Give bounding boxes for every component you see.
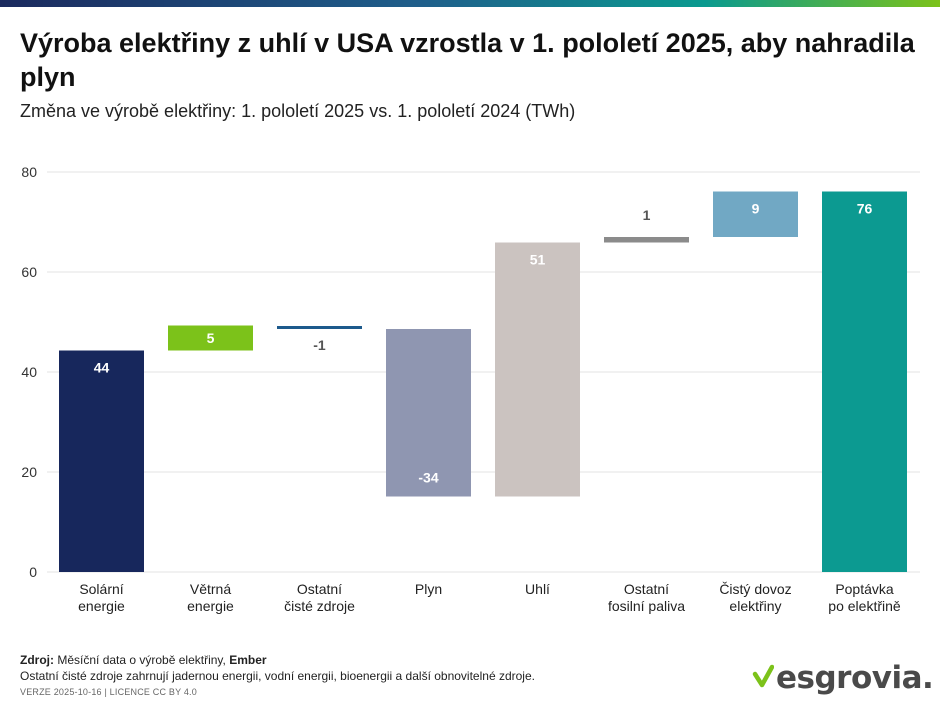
x-category-label: Uhlí: [525, 581, 550, 597]
x-category-label: energie: [78, 598, 125, 614]
data-label: 51: [530, 252, 546, 268]
x-category-label: Poptávka: [835, 581, 894, 597]
y-tick-label: 20: [21, 464, 37, 480]
version-license: VERZE 2025-10-16 | LICENCE CC BY 4.0: [20, 687, 197, 697]
source-org: Ember: [229, 653, 267, 667]
x-category-label: Ostatní: [624, 581, 669, 597]
bar: [713, 191, 798, 237]
source-text: Měsíční data o výrobě elektřiny,: [57, 653, 226, 667]
x-category-label: čisté zdroje: [284, 598, 355, 614]
x-category-label: energie: [187, 598, 234, 614]
x-category-label: Větrná: [190, 581, 231, 597]
x-category-label: elektřiny: [729, 598, 781, 614]
data-label: 9: [752, 201, 760, 217]
x-category-label: fosilní paliva: [608, 598, 685, 614]
source-label: Zdroj:: [20, 653, 54, 667]
chart-subtitle: Změna ve výrobě elektřiny: 1. pololetí 2…: [20, 101, 576, 121]
bar: [495, 242, 580, 497]
top-accent-bar: [0, 0, 940, 7]
y-tick-label: 40: [21, 364, 37, 380]
y-axis-ticks: 0 20 40 60 80: [21, 164, 37, 580]
gridlines: [47, 171, 920, 573]
data-label: -1: [313, 337, 326, 353]
bars: [59, 191, 907, 572]
chart-title: Výroba elektřiny z uhlí v USA vzrostla v…: [20, 28, 915, 92]
data-label: -34: [418, 470, 438, 486]
check-icon: [752, 664, 774, 688]
bar: [604, 237, 689, 243]
bar: [168, 325, 253, 351]
data-label: 44: [94, 360, 110, 376]
bar: [386, 329, 471, 497]
x-axis-categories: SolárníenergieVětrnáenergieOstatníčisté …: [78, 581, 901, 614]
bar: [822, 191, 907, 572]
x-category-label: Ostatní: [297, 581, 342, 597]
bar: [277, 326, 362, 329]
source-line: Zdroj: Měsíční data o výrobě elektřiny, …: [20, 653, 267, 667]
x-category-label: po elektřině: [828, 598, 901, 614]
data-label: 1: [643, 207, 651, 223]
footnote: Ostatní čisté zdroje zahrnují jadernou e…: [20, 669, 535, 683]
y-tick-label: 80: [21, 164, 37, 180]
y-tick-label: 0: [29, 564, 37, 580]
brand-name: esgrovia.: [776, 660, 934, 696]
y-tick-label: 60: [21, 264, 37, 280]
data-labels: 44 5 -1 -34 51 1 9 76: [94, 201, 873, 486]
brand-logo: esgrovia.: [752, 660, 934, 696]
x-category-label: Plyn: [415, 581, 442, 597]
x-category-label: Čistý dovoz: [719, 581, 791, 597]
data-label: 5: [207, 330, 215, 346]
x-category-label: Solární: [79, 581, 123, 597]
bar: [59, 350, 144, 572]
data-label: 76: [857, 201, 873, 217]
